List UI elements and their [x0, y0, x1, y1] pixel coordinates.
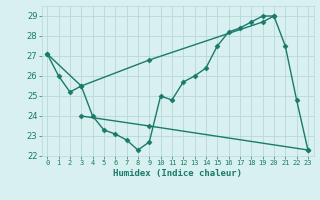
X-axis label: Humidex (Indice chaleur): Humidex (Indice chaleur) — [113, 169, 242, 178]
